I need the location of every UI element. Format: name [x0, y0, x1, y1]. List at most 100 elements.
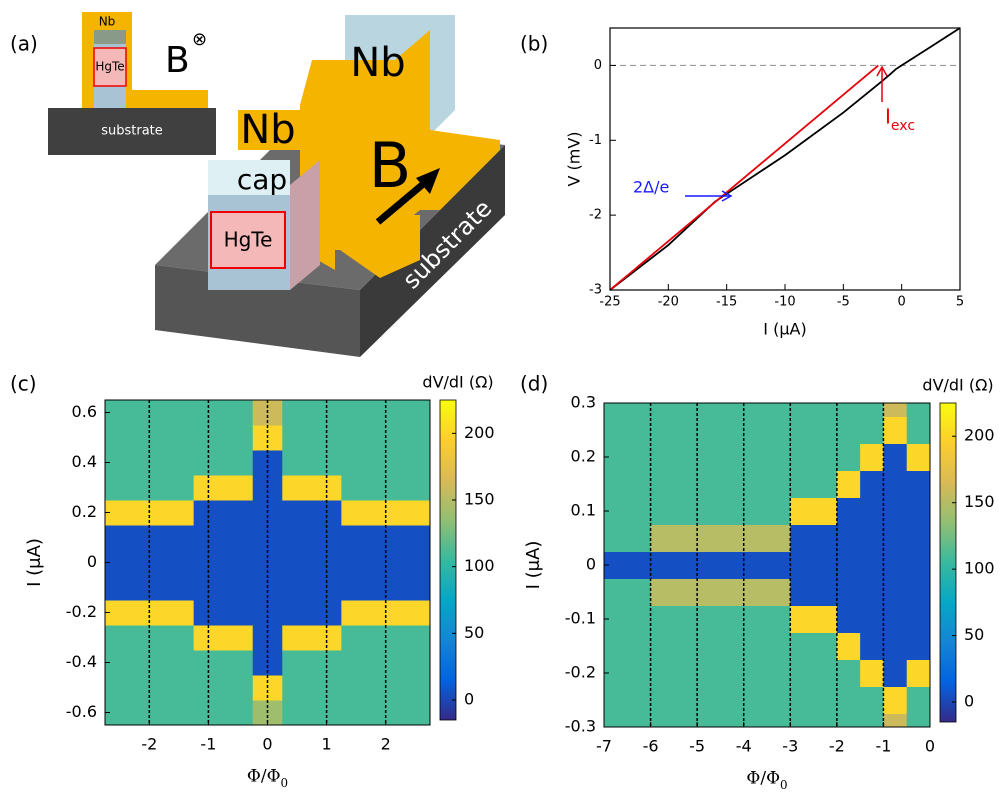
heatmap-cell: [673, 632, 698, 660]
heatmap-cell: [223, 700, 254, 725]
annotation-arrowhead: [876, 65, 888, 77]
heatmap-cell: [400, 450, 430, 476]
heatmap-cell: [836, 632, 861, 660]
heatmap-cell: [743, 713, 768, 727]
heatmap-cell: [604, 578, 628, 606]
heatmap-cell: [767, 443, 791, 471]
heatmap-cell: [883, 713, 908, 727]
heatmap-cell: [673, 713, 698, 727]
heatmap-cell: [836, 713, 861, 727]
x-tick-label: -15: [716, 295, 737, 310]
x-tick-label: -7: [596, 737, 612, 756]
heatmap-cell: [860, 578, 884, 606]
heatmap-cell: [164, 525, 195, 551]
diagram-label: cap: [237, 163, 287, 196]
x-axis-label: Φ/Φ0: [247, 767, 288, 791]
x-tick-label: 0: [925, 737, 935, 756]
heatmap-cell: [813, 605, 838, 633]
inset-label: B: [165, 40, 190, 81]
y-tick-label: -0.4: [66, 652, 97, 671]
heatmap-cell: [673, 686, 698, 714]
heatmap-cell: [767, 403, 791, 417]
colorbar-tick-label: 100: [964, 559, 995, 578]
heatmap-cell: [164, 675, 195, 701]
heatmap-cell: [282, 400, 313, 426]
heatmap-cell: [813, 578, 838, 606]
y-tick-label: -2: [589, 208, 602, 223]
heatmap-cell: [836, 443, 861, 471]
heatmap-cell: [341, 525, 372, 551]
x-tick-label: 1: [321, 735, 331, 754]
hgte: [210, 211, 286, 269]
heatmap-cell: [697, 524, 721, 552]
heatmap-cell: [906, 416, 930, 444]
heatmap-cell: [282, 550, 313, 576]
heatmap-cell: [743, 403, 768, 417]
subscript: 0: [780, 778, 788, 792]
y-axis-label: I (μA): [24, 538, 45, 587]
heatmap-cell: [400, 550, 430, 576]
heatmap-cell: [813, 524, 838, 552]
heatmap-cell: [400, 575, 430, 601]
heatmap-cell: [883, 551, 908, 579]
heatmap-cell: [883, 659, 908, 687]
heatmap-cell: [906, 578, 930, 606]
heatmap-cell: [767, 632, 791, 660]
heatmap-cell: [860, 470, 884, 498]
heatmap-cell: [223, 675, 254, 701]
heatmap-cell: [906, 659, 930, 687]
heatmap-cell: [720, 524, 745, 552]
heatmap-cell: [673, 524, 698, 552]
heatmap-cell: [400, 400, 430, 426]
heatmap-cell: [767, 713, 791, 727]
heatmap-cell: [883, 632, 908, 660]
heatmap-cell: [720, 416, 745, 444]
heatmap-cell: [883, 578, 908, 606]
diagram-label: Nb: [350, 40, 405, 86]
colorbar: [439, 399, 457, 721]
x-tick-label: 0: [898, 295, 906, 310]
heatmap-cell: [860, 605, 884, 633]
heatmap-cell: [282, 500, 313, 526]
heatmap-cell: [400, 475, 430, 501]
heatmap-cell: [813, 497, 838, 525]
y-tick-label: 0.1: [571, 501, 596, 520]
y-tick-label: 0.2: [571, 447, 596, 466]
heatmap-cell: [767, 686, 791, 714]
heatmap-cell: [673, 403, 698, 417]
heatmap-cell: [813, 686, 838, 714]
colorbar-tick-label: 200: [464, 423, 495, 442]
heatmap-cell: [604, 470, 628, 498]
heatmap-cell: [836, 403, 861, 417]
heatmap-cell: [883, 470, 908, 498]
heatmap-cell: [767, 659, 791, 687]
heatmap-cell: [282, 700, 313, 725]
heatmap-cell: [673, 497, 698, 525]
field-arrow: [375, 177, 431, 225]
heatmap-cell: [697, 632, 721, 660]
heatmap-cell: [720, 605, 745, 633]
heatmap-cell: [813, 416, 838, 444]
heatmap-cell: [164, 425, 195, 451]
heatmap-cell: [697, 497, 721, 525]
heatmap-cell: [650, 632, 675, 660]
heatmap-cell: [282, 525, 313, 551]
heatmap-cell: [164, 650, 195, 676]
heatmap-cell: [720, 403, 745, 417]
diagram-label: B: [369, 129, 412, 202]
heatmap-cell: [906, 605, 930, 633]
substrate-side: [360, 145, 505, 357]
heatmap-cell: [906, 713, 930, 727]
heatmap-cell: [860, 659, 884, 687]
y-axis-label: V (mV): [565, 131, 584, 186]
heatmap-cell: [673, 416, 698, 444]
colorbar-tick-label: 150: [464, 490, 495, 509]
heatmap-cell: [105, 575, 136, 601]
colorbar-tick-label: 0: [464, 690, 474, 709]
heatmap-cell: [223, 400, 254, 426]
annotation-arrowhead: [721, 190, 733, 202]
heatmap-cell: [720, 713, 745, 727]
heatmap-cell: [836, 524, 861, 552]
y-tick-label: -3: [589, 283, 602, 298]
heatmap-cell: [767, 524, 791, 552]
